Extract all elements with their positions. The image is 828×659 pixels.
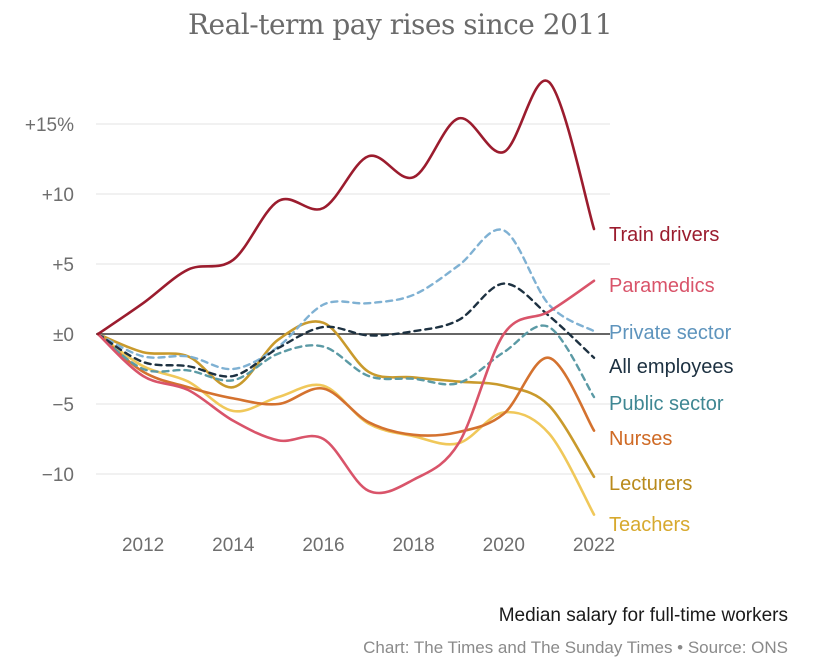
series-line-nurses [96, 332, 596, 437]
x-tick-label: 2020 [483, 535, 525, 556]
series-label-teachers: Teachers [609, 514, 690, 536]
series-line-paramedics [96, 279, 596, 495]
series-label-train-drivers: Train drivers [609, 224, 719, 246]
y-axis-ticks: +15% +10 +5 ±0 −5 −10 [25, 115, 74, 486]
series-label-private-sector: Private sector [609, 322, 732, 344]
series-line-public-sector [96, 324, 596, 399]
series-lines [96, 79, 596, 516]
x-tick-label: 2016 [302, 535, 344, 556]
series-line-train-drivers [96, 79, 596, 336]
y-tick-label: +10 [42, 185, 74, 206]
x-tick-label: 2012 [122, 535, 164, 556]
y-tick-label: +5 [52, 255, 74, 276]
chart-title: Real-term pay rises since 2011 [187, 8, 613, 41]
series-labels: Train drivers Paramedics Private sector All… [609, 224, 734, 536]
series-line-private-sector [96, 228, 596, 371]
series-line-all-employees [96, 282, 596, 378]
y-tick-label: −10 [42, 465, 74, 486]
y-tick-label: −5 [52, 395, 74, 416]
gridlines [96, 123, 610, 475]
line-chart: +15% +10 +5 ±0 −5 −10 2012 2014 2016 2018 2020 202… [25, 79, 734, 556]
series-label-public-sector: Public sector [609, 393, 724, 415]
series-label-nurses: Nurses [609, 428, 672, 450]
x-tick-label: 2018 [392, 535, 434, 556]
chart-credit: Chart: The Times and The Sunday Times • … [363, 638, 788, 657]
chart-subtitle: Median salary for full-time workers [498, 605, 788, 626]
series-label-all-employees: All employees [609, 356, 734, 378]
series-label-lecturers: Lecturers [609, 473, 692, 495]
y-tick-label: ±0 [53, 325, 74, 346]
x-axis-ticks: 2012 2014 2016 2018 2020 2022 [122, 535, 615, 556]
x-tick-label: 2022 [573, 535, 615, 556]
series-label-paramedics: Paramedics [609, 275, 715, 297]
y-tick-label: +15% [25, 115, 74, 136]
series-line-lecturers [96, 320, 596, 479]
x-tick-label: 2014 [212, 535, 255, 556]
